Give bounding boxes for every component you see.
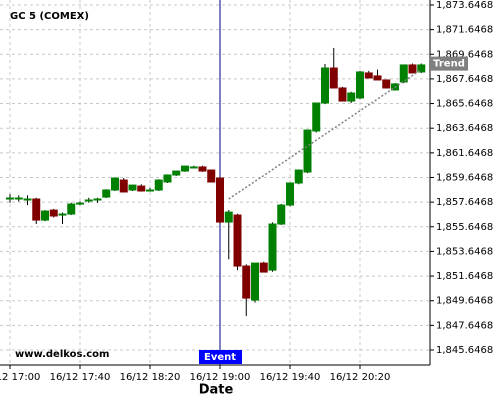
- candle-body: [321, 67, 329, 104]
- y-tick-label: 1,873.6468: [436, 0, 493, 11]
- candle-body: [181, 165, 189, 172]
- candle-body: [76, 202, 84, 205]
- y-tick-label: 1,871.6468: [436, 25, 493, 36]
- y-tick-label: 1,867.6468: [436, 74, 493, 85]
- candle-body: [172, 170, 181, 176]
- candle-body: [356, 71, 364, 99]
- candle-body: [111, 177, 119, 191]
- candle-body: [338, 87, 347, 102]
- candle-body: [417, 64, 426, 73]
- candle-body: [49, 209, 58, 217]
- x-tick-label: 16/12 17:00: [0, 372, 40, 383]
- y-tick-label: 1,865.6468: [436, 99, 493, 110]
- y-tick-label: 1,869.6468: [436, 49, 493, 60]
- y-tick-label: 1,861.6468: [436, 148, 493, 159]
- y-tick-label: 1,863.6468: [436, 123, 493, 134]
- y-tick-label: 1,857.6468: [436, 197, 493, 208]
- candle-body: [93, 198, 102, 201]
- chart-title: GC 5 (COMEX): [10, 11, 89, 22]
- trend-line: [228, 69, 422, 200]
- candle-body: [32, 198, 41, 221]
- candle-body: [347, 92, 356, 102]
- x-axis-label: Date: [199, 383, 234, 398]
- y-tick-label: 1,855.6468: [436, 222, 493, 233]
- candle-body: [41, 210, 49, 221]
- candle-body: [67, 203, 76, 215]
- candle-body: [277, 204, 286, 225]
- x-tick-label: 16/12 20:20: [330, 372, 391, 383]
- x-tick-label: 16/12 19:00: [190, 372, 251, 383]
- candle-body: [216, 177, 224, 223]
- event-label: Event: [204, 352, 236, 363]
- candle-body: [382, 79, 391, 89]
- trend-label: Trend: [433, 59, 465, 70]
- y-tick-label: 1,851.6468: [436, 271, 493, 282]
- x-tick-label: 16/12 18:20: [120, 372, 181, 383]
- event-label-box: [199, 350, 242, 364]
- candle-body: [294, 169, 303, 184]
- candle-body: [119, 179, 128, 193]
- candle-body: [14, 197, 23, 200]
- watermark: www.delkos.com: [15, 349, 109, 360]
- candle-body: [128, 184, 137, 191]
- y-tick-label: 1,845.6468: [436, 345, 493, 356]
- candle-body: [137, 185, 146, 192]
- candle-body: [198, 166, 207, 172]
- candle-body: [259, 262, 268, 273]
- candle-body: [23, 198, 32, 201]
- candle-body: [286, 182, 294, 206]
- y-tick-label: 1,849.6468: [436, 296, 493, 307]
- candle-body: [364, 72, 373, 79]
- y-tick-label: 1,859.6468: [436, 172, 493, 183]
- candle-body: [84, 199, 93, 202]
- candle-body: [163, 174, 172, 183]
- candle-body: [268, 223, 277, 271]
- candle-body: [303, 129, 312, 173]
- candle-body: [329, 67, 338, 89]
- candle-body: [373, 75, 382, 81]
- x-tick-label: 16/12 17:40: [50, 372, 111, 383]
- candle-body: [102, 189, 111, 198]
- candle-body: [251, 262, 259, 301]
- candle-body: [233, 214, 242, 267]
- x-tick-label: 16/12 19:40: [260, 372, 321, 383]
- y-tick-label: 1,853.6468: [436, 246, 493, 257]
- candle-body: [154, 179, 163, 191]
- candle-body: [224, 211, 233, 223]
- candle-body: [399, 64, 408, 83]
- candle-body: [146, 189, 154, 192]
- candle-body: [242, 265, 251, 299]
- candle-body: [189, 166, 198, 169]
- candle-body: [6, 197, 14, 200]
- candle-body: [312, 102, 321, 132]
- candle-body: [207, 169, 216, 183]
- y-tick-label: 1,847.6468: [436, 320, 493, 331]
- trend-label-box: [431, 56, 468, 71]
- candle-body: [408, 64, 417, 74]
- candle-body: [58, 213, 67, 216]
